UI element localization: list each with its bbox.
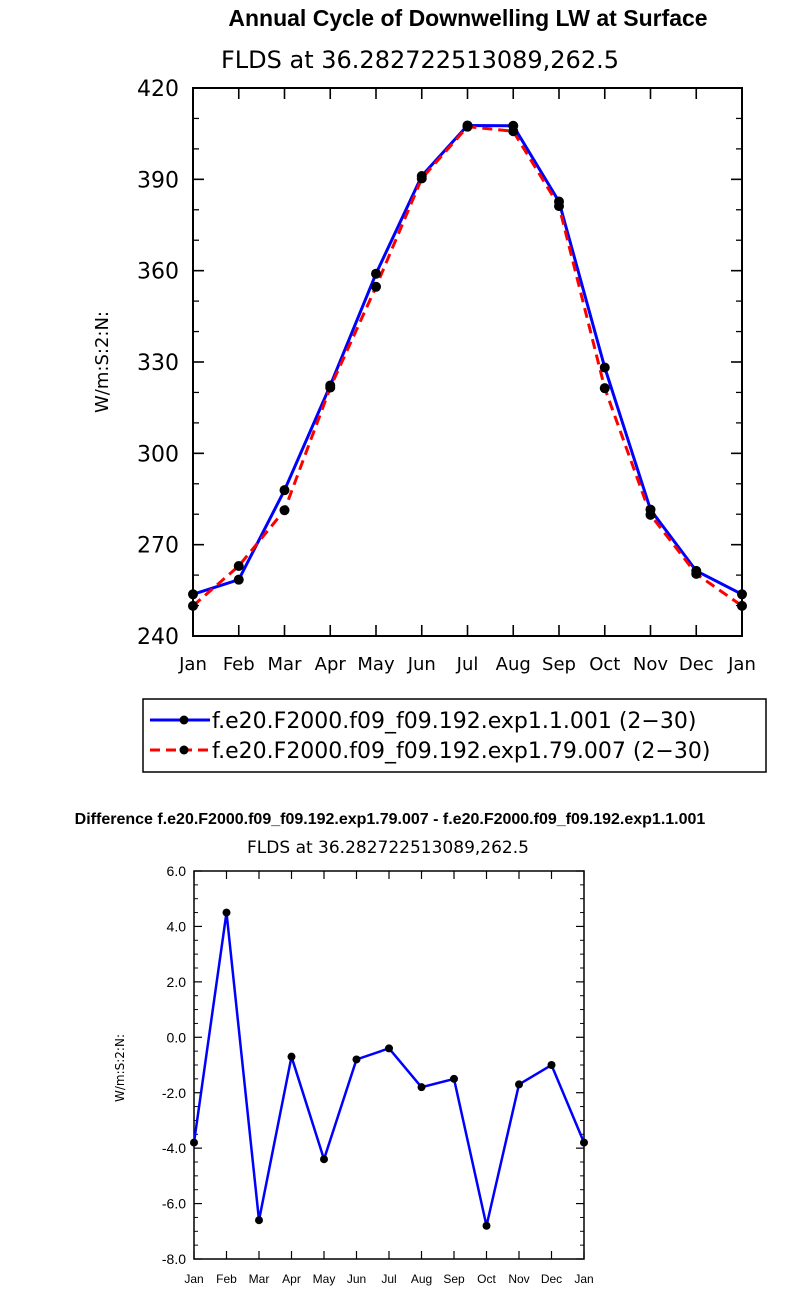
chart1-series-2-point [371,281,381,292]
chart1-series-1-point [279,485,290,496]
chart2-xtick-label: Mar [249,1272,270,1286]
chart2-series-1-point [352,1055,361,1064]
chart1-ytick-label: 390 [137,168,179,193]
chart1-xtick-label: Mar [268,654,303,675]
chart2-series-1-point [255,1216,263,1225]
legend-label-series-1: f.e20.F2000.f09_f09.192.exp1.1.001 (2−30… [212,709,696,734]
chart1-series-2-point [508,126,519,137]
chart2-ytick-label: 6.0 [167,863,187,879]
chart2-series-1-point [222,908,231,917]
chart1-series-2-point [599,383,610,394]
chart2-series-1-point [547,1061,556,1069]
chart1-ytick-label: 270 [137,534,179,559]
chart1-xtick-label: Jul [456,654,479,675]
chart1-series-2-point [462,121,473,132]
chart2-subtitle: FLDS at 36.282722513089,262.5 [247,838,529,858]
chart2-series-1-point [580,1138,588,1147]
chart2-xtick-label: Oct [477,1272,496,1286]
chart2-xtick-label: Jul [381,1272,396,1286]
chart2-series-1-line [192,912,586,1227]
chart2-ytick-label: -4.0 [162,1140,186,1156]
chart1-xtick-label: Dec [679,654,714,675]
chart2-xtick-label: Jan [574,1272,593,1286]
chart2-title: Difference f.e20.F2000.f09_f09.192.exp1.… [75,811,706,828]
chart2-series-1-point [385,1044,393,1053]
chart2-series-1-point [287,1052,296,1061]
chart1-ytick-label: 240 [137,625,179,650]
chart1-ylabel: W/m:S:2:N: [92,311,113,413]
chart2-xtick-label: Dec [541,1272,562,1286]
chart1-ytick-label: 420 [137,77,179,102]
chart2-ytick-label: -6.0 [162,1196,186,1212]
legend-marker-series-1 [179,715,189,725]
chart2-series-1-point [450,1074,458,1083]
chart2-ytick-label: -8.0 [162,1251,186,1267]
chart1-xtick-label: Jan [178,654,207,675]
chart1-series-2-point [279,505,290,516]
chart1-series-1-point [233,574,244,585]
chart1-series-2-point [691,568,702,579]
chart2-series-1-point [515,1080,523,1089]
chart1-series-1-point [371,268,381,279]
chart1-series-1-point [188,589,198,600]
chart1-subtitle: FLDS at 36.282722513089,262.5 [221,46,619,74]
chart2-ylabel: W/m:S:2:N: [113,1034,127,1102]
chart1-xtick-label: Nov [633,654,668,675]
chart2-xtick-label: May [313,1272,336,1286]
chart2-ytick-label: 4.0 [167,918,187,934]
chart1-series-1-point [599,362,610,373]
chart1-series-2-line [192,125,743,608]
chart1-xtick-label: Jan [727,654,756,675]
chart1-xtick-label: Feb [223,654,255,675]
chart2-xtick-label: Aug [411,1272,432,1286]
chart1-ytick-label: 360 [137,260,179,285]
chart2-xtick-label: Nov [508,1272,529,1286]
chart1-series-2-point [737,600,747,611]
chart2-plot: -8.0 -6.0 -4.0 -2.0 0.0 2.0 4.0 6.0 Jan Feb Mar Apr… [162,863,594,1286]
chart2-series-1-point [482,1221,491,1230]
chart1-series-1-point [737,589,747,600]
chart1-plot: 240 270 300 330 360 390 420 Jan Feb Mar Apr May Jun J… [137,77,756,675]
chart1-xtick-label: Aug [496,654,531,675]
chart1-series-2-point [325,382,336,393]
chart1-title: Annual Cycle of Downwelling LW at Surfac… [228,5,707,31]
chart1-xtick-label: Sep [542,654,576,675]
chart1-ytick-label: 300 [137,442,179,467]
chart2-xtick-label: Apr [282,1272,301,1286]
chart1-xtick-label: Oct [589,654,620,675]
chart2-series-1-point [417,1083,426,1092]
chart1-legend: f.e20.F2000.f09_f09.192.exp1.1.001 (2−30… [142,698,767,773]
chart2-frame [193,870,585,1260]
chart1-xtick-label: Jun [407,654,436,675]
chart2-xtick-label: Jan [184,1272,203,1286]
chart2-series-1-point [320,1155,328,1164]
chart1-xtick-label: Apr [315,654,347,675]
chart2-xtick-label: Sep [443,1272,465,1286]
chart2-ytick-label: -2.0 [162,1085,186,1101]
chart1-ytick-label: 330 [137,351,179,376]
chart1-series-2-point [554,201,564,212]
legend-marker-series-2 [179,745,189,755]
chart1-series-2-point [188,600,198,611]
chart1-frame [192,87,743,637]
chart2-ytick-label: 0.0 [167,1029,187,1045]
chart1-xtick-label: May [357,654,395,675]
chart2-ytick-label: 2.0 [167,974,187,990]
chart2-series-1-point [190,1138,198,1147]
legend-label-series-2: f.e20.F2000.f09_f09.192.exp1.79.007 (2−3… [212,739,710,764]
chart1-series-2-point [233,560,244,571]
chart2-xtick-label: Jun [347,1272,366,1286]
legend-box [142,698,767,773]
chart1-series-2-point [416,173,427,184]
chart2-xtick-label: Feb [216,1272,237,1286]
chart1-series-2-point [645,509,656,520]
chart1-series-1-line [192,123,743,596]
